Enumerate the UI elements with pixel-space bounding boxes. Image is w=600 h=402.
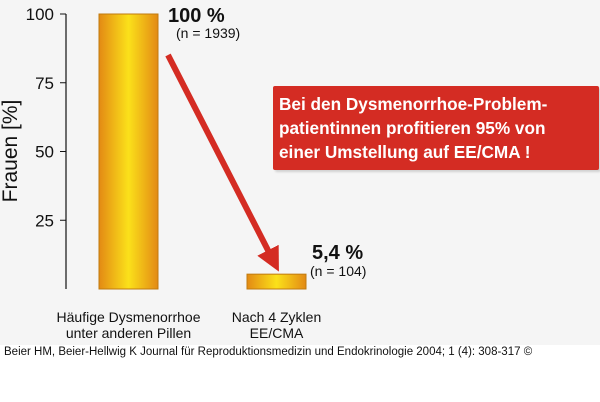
y-axis-title: Frauen [%] [0,100,22,203]
decline-arrow [165,53,279,272]
category-label: Häufige Dysmenorrhoe [57,309,201,325]
y-tick-label: 100 [26,5,54,24]
n-label: (n = 104) [310,263,366,279]
bar-1 [98,13,159,290]
category-label: Nach 4 Zyklen [232,309,321,325]
category-label: unter anderen Pillen [66,325,191,341]
bar-chart: 25 50 75 100 Frauen [%] Häufige Dysmenorrhoe… [0,5,367,341]
value-label: 5,4 % [312,242,363,264]
y-tick-label: 25 [35,211,54,230]
y-tick-label: 75 [35,74,54,93]
category-label: EE/CMA [250,325,304,341]
bar-2 [246,273,307,290]
axes: 25 50 75 100 Frauen [%] [0,5,67,289]
callout-line-3: einer Umstellung auf EE/CMA ! [279,142,531,162]
y-tick-label: 50 [35,143,54,162]
value-label: 100 % [168,5,225,27]
callout-text: Bei den Dysmenorrhoe-Problem- patientinn… [279,92,595,164]
callout-line-2: patientinnen profitieren 95% von [279,118,546,138]
bars [98,13,307,290]
highlight-callout: Bei den Dysmenorrhoe-Problem- patientinn… [273,86,599,170]
citation: Beier HM, Beier-Hellwig K Journal für Re… [4,346,533,358]
chart-figure: 25 50 75 100 Frauen [%] Häufige Dysmenorrhoe… [0,5,599,341]
n-label: (n = 1939) [176,25,240,41]
callout-line-1: Bei den Dysmenorrhoe-Problem- [279,94,548,114]
